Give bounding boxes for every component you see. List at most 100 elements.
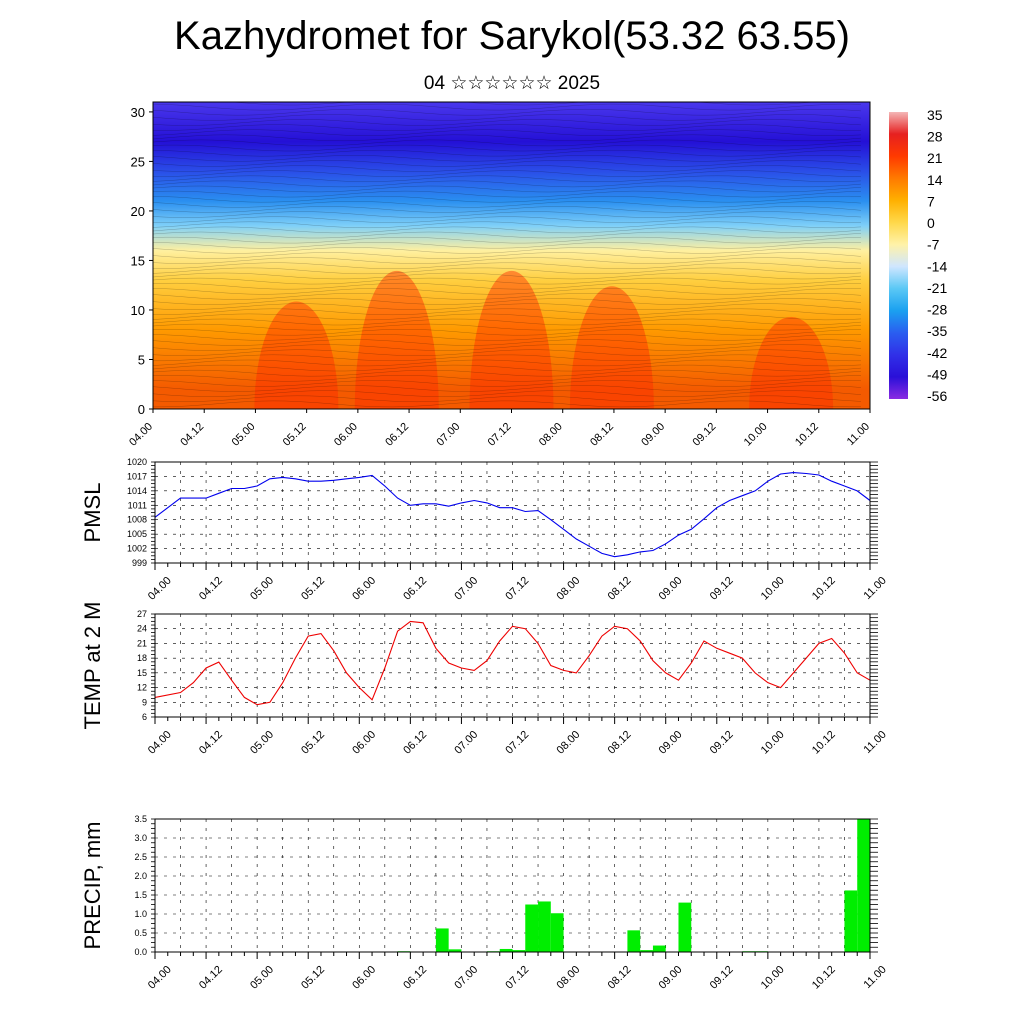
x-tick-label: 04.00 xyxy=(146,575,174,603)
wind-line xyxy=(153,144,862,152)
heatmap-warm-cells xyxy=(254,270,834,409)
wind-line xyxy=(153,165,862,172)
precip-bar xyxy=(844,890,858,952)
x-tick-label: 04.12 xyxy=(197,729,225,757)
wind-line xyxy=(153,313,862,321)
precipitation-panel: 0.0 0.5 1.0 1.5 2.0 2.5 3.0 3.5 04.00 04.12 05.00 0… xyxy=(80,814,889,992)
y-tick-label: 24 xyxy=(137,624,147,634)
wind-line xyxy=(153,349,862,356)
wind-line xyxy=(153,160,862,167)
heatmap-x-tick-label: 04.00 xyxy=(127,421,155,449)
y-axis-label: PRECIP, mm xyxy=(80,822,105,950)
precip-bar xyxy=(640,950,653,952)
x-tick-label: 07.12 xyxy=(503,575,531,603)
colorbar-label: -28 xyxy=(927,302,947,318)
y-tick-label: 1.0 xyxy=(134,909,147,919)
warm-cell xyxy=(569,286,654,409)
y-tick-label: 999 xyxy=(132,558,147,568)
wind-line xyxy=(153,339,862,346)
wind-line xyxy=(153,323,862,331)
heatmap-x-tick-label: 07.00 xyxy=(434,421,462,449)
y-axis-label: TEMP at 2 M xyxy=(80,602,105,730)
heatmap-y-tick-label: 5 xyxy=(138,352,145,367)
precip-bar xyxy=(448,949,462,952)
x-tick-label: 10.12 xyxy=(810,575,838,603)
wind-line xyxy=(153,211,862,218)
precip-bar xyxy=(678,902,692,952)
wind-line xyxy=(153,185,862,193)
x-tick-label: 08.12 xyxy=(606,729,634,757)
y-axis-label: PMSL xyxy=(80,483,105,543)
heatmap-x-tick-label: 10.00 xyxy=(742,421,770,449)
y-tick-label: 9 xyxy=(142,697,147,707)
heatmap-y-tick-label: 25 xyxy=(131,154,145,169)
x-tick-label: 10.00 xyxy=(759,964,787,992)
heatmap-y-tick-label: 10 xyxy=(131,303,145,318)
wind-line xyxy=(153,242,862,249)
x-tick-label: 09.12 xyxy=(708,575,736,603)
heatmap-x-tick-label: 06.12 xyxy=(383,421,411,449)
wind-line xyxy=(153,303,862,310)
wind-line xyxy=(153,190,862,198)
precip-bar xyxy=(857,819,870,952)
wind-line xyxy=(153,149,862,157)
y-tick-label: 0.5 xyxy=(134,928,147,938)
x-tick-label: 07.00 xyxy=(452,575,480,603)
x-tick-label: 04.00 xyxy=(146,964,174,992)
y-tick-label: 1008 xyxy=(127,515,147,525)
colorbar-label: 14 xyxy=(927,172,943,188)
heatmap-x-tick-label: 06.00 xyxy=(332,421,360,449)
y-tick-label: 15 xyxy=(137,668,147,678)
wind-line xyxy=(153,114,862,121)
x-tick-label: 04.00 xyxy=(146,729,174,757)
x-tick-label: 07.00 xyxy=(452,964,480,992)
wind-line xyxy=(153,262,861,269)
x-tick-label: 06.12 xyxy=(401,729,429,757)
heatmap-x-tick-label: 11.00 xyxy=(845,421,872,448)
wind-line xyxy=(153,298,862,305)
y-tick-label: 21 xyxy=(137,638,147,648)
wind-line xyxy=(153,375,862,382)
x-tick-label: 06.12 xyxy=(401,964,429,992)
x-tick-label: 10.00 xyxy=(759,575,787,603)
y-tick-label: 0.0 xyxy=(134,947,147,957)
wind-line xyxy=(153,277,862,285)
warm-cell xyxy=(254,301,339,409)
wind-barb-texture xyxy=(153,102,862,408)
x-tick-label: 08.00 xyxy=(555,729,583,757)
wind-line xyxy=(153,180,862,188)
wind-line xyxy=(153,334,862,341)
wind-line xyxy=(153,344,862,351)
x-tick-label: 06.12 xyxy=(401,575,429,603)
wind-line xyxy=(153,354,861,362)
colorbar-label: -35 xyxy=(927,323,947,339)
heatmap-x-tick-label: 10.12 xyxy=(793,421,821,449)
colorbar-label: 21 xyxy=(927,150,943,166)
wind-line xyxy=(153,288,862,295)
x-tick-label: 05.00 xyxy=(248,964,276,992)
warm-cell xyxy=(469,270,554,409)
heatmap-x-tick-label: 08.12 xyxy=(588,421,616,449)
y-tick-label: 27 xyxy=(137,609,147,619)
x-tick-label: 05.00 xyxy=(248,729,276,757)
temperature-panel: 6 9 12 15 18 21 24 27 04.00 04.12 05.00 05.12 06.00 0… xyxy=(80,602,889,757)
y-tick-label: 3.0 xyxy=(134,833,147,843)
wind-line xyxy=(153,318,862,326)
page-title: Kazhydromet for Sarykol(53.32 63.55) xyxy=(174,14,850,58)
wind-line xyxy=(153,129,862,136)
wind-line xyxy=(153,252,862,259)
x-tick-label: 04.12 xyxy=(197,964,225,992)
wind-line xyxy=(153,175,862,182)
x-tick-label: 10.00 xyxy=(759,729,787,757)
colorbar-label: -7 xyxy=(927,237,940,253)
precip-bar xyxy=(512,950,526,952)
wind-line xyxy=(153,170,862,177)
x-tick-label: 05.12 xyxy=(299,575,327,603)
wind-line xyxy=(153,231,862,239)
wind-line xyxy=(153,385,862,392)
x-tick-label: 09.00 xyxy=(657,729,685,757)
x-tick-label: 08.12 xyxy=(606,964,634,992)
x-tick-label: 11.00 xyxy=(862,575,889,602)
x-tick-label: 06.00 xyxy=(350,729,378,757)
precip-bar xyxy=(525,904,539,952)
